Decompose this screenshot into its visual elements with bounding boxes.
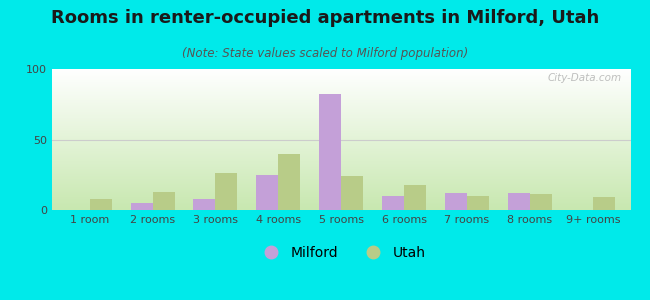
- Text: Rooms in renter-occupied apartments in Milford, Utah: Rooms in renter-occupied apartments in M…: [51, 9, 599, 27]
- Bar: [153, 192, 175, 210]
- Bar: [90, 199, 112, 210]
- Legend: Milford, Utah: Milford, Utah: [252, 240, 431, 265]
- Bar: [508, 193, 530, 210]
- Bar: [194, 199, 216, 210]
- Bar: [278, 154, 300, 210]
- Bar: [319, 94, 341, 210]
- Bar: [256, 175, 278, 210]
- Bar: [445, 193, 467, 210]
- Bar: [593, 197, 615, 210]
- Bar: [530, 194, 552, 210]
- Text: (Note: State values scaled to Milford population): (Note: State values scaled to Milford po…: [182, 46, 468, 59]
- Bar: [341, 176, 363, 210]
- Bar: [404, 184, 426, 210]
- Bar: [382, 196, 404, 210]
- Bar: [467, 196, 489, 210]
- Text: City-Data.com: City-Data.com: [548, 73, 622, 83]
- Bar: [131, 203, 153, 210]
- Bar: [216, 173, 237, 210]
